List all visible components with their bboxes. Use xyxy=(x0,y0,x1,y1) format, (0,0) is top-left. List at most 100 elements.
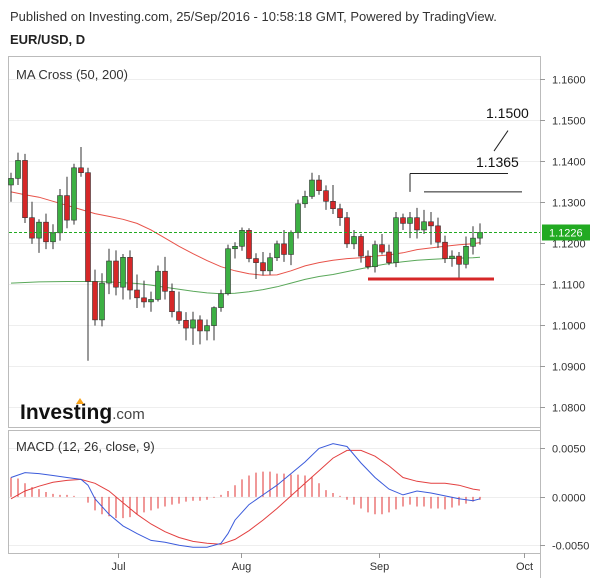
candle-body-29 xyxy=(211,307,217,326)
candle-body-3 xyxy=(29,217,35,239)
price-tick-label-3: 1.1300 xyxy=(552,198,586,210)
candle-body-16 xyxy=(120,257,126,288)
candle-body-37 xyxy=(267,257,273,272)
price-tick-label-2: 1.1400 xyxy=(552,157,586,169)
candle-body-35 xyxy=(253,258,259,263)
annotation-1-1365: 1.1365 xyxy=(476,154,519,170)
symbol-label: EUR/USD, D xyxy=(10,32,86,47)
candle-body-14 xyxy=(106,260,112,284)
candle-body-21 xyxy=(155,270,161,300)
candle-body-26 xyxy=(190,319,196,329)
candle-body-67 xyxy=(477,232,483,239)
candle-body-28 xyxy=(204,325,210,332)
axis-layer: 1.1600 1.1500 1.1400 1.1300 1.1200 1.1100 1.10… xyxy=(111,75,590,573)
candle-body-48 xyxy=(344,217,350,245)
price-pane-title: MA Cross (50, 200) xyxy=(16,67,128,82)
time-tick-label-3: Oct xyxy=(516,561,533,573)
candle-body-62 xyxy=(442,241,448,259)
candle-body-59 xyxy=(421,221,427,231)
candle-body-56 xyxy=(400,217,406,224)
candle-body-49 xyxy=(351,236,357,245)
candle-body-8 xyxy=(64,195,70,221)
logo-suffix: .com xyxy=(112,406,145,423)
published-caption: Published on Investing.com, 25/Sep/2016 … xyxy=(10,9,497,24)
ma200-line xyxy=(10,256,481,295)
candle-body-15 xyxy=(113,260,119,288)
macd-pane-title: MACD (12, 26, close, 9) xyxy=(16,439,155,454)
logo-brand: Investing xyxy=(20,401,112,424)
macd-line xyxy=(10,443,481,548)
candle-body-47 xyxy=(337,208,343,218)
investing-logo: Investing.com xyxy=(20,401,145,424)
candle-body-13 xyxy=(99,282,105,321)
candle-body-54 xyxy=(386,251,392,263)
price-tick-label-0: 1.1600 xyxy=(552,75,586,87)
candle-body-30 xyxy=(218,293,224,308)
candle-body-44 xyxy=(316,179,322,191)
candle-body-55 xyxy=(393,217,399,263)
candle-body-6 xyxy=(50,232,56,243)
candle-body-10 xyxy=(78,167,84,174)
candle-body-66 xyxy=(470,237,476,247)
logo-accent-icon xyxy=(76,398,84,404)
candle-body-63 xyxy=(449,255,455,259)
candle-body-2 xyxy=(22,160,28,218)
price-tick-label-5: 1.1100 xyxy=(552,280,585,292)
price-tick-label-7: 1.0900 xyxy=(552,362,586,374)
candle-body-33 xyxy=(239,230,245,247)
price-tick-label-8: 1.0800 xyxy=(552,403,586,415)
time-tick-label-0: Jul xyxy=(111,561,125,573)
macd-series-layer xyxy=(9,443,540,548)
candle-body-24 xyxy=(176,311,182,321)
candle-body-58 xyxy=(414,217,420,231)
candle-body-50 xyxy=(358,236,364,257)
candle-body-22 xyxy=(162,270,168,292)
macd-tick-label-1: 0.0000 xyxy=(552,493,586,505)
price-series-layer xyxy=(8,79,540,408)
candle-body-5 xyxy=(43,221,49,243)
macd-signal-line xyxy=(10,449,481,545)
time-tick-label-2: Sep xyxy=(370,561,390,573)
candle-body-39 xyxy=(281,243,287,255)
candle-body-18 xyxy=(134,289,140,299)
candle-body-57 xyxy=(407,217,413,224)
candle-body-19 xyxy=(141,297,147,303)
candle-body-36 xyxy=(260,262,266,272)
annotation-1-1500: 1.1500 xyxy=(486,105,529,121)
candle-body-60 xyxy=(428,221,434,227)
last-price-label: 1.1226 xyxy=(549,228,583,240)
price-tick-label-1: 1.1500 xyxy=(552,116,586,128)
candle-body-32 xyxy=(232,245,238,250)
candle-body-31 xyxy=(225,248,231,295)
annotation-pointer xyxy=(493,130,509,152)
candle-body-45 xyxy=(323,190,329,202)
candle-body-25 xyxy=(183,319,189,329)
time-tick-label-1: Aug xyxy=(232,561,252,573)
candle-body-46 xyxy=(330,201,336,209)
candle-body-42 xyxy=(302,196,308,205)
candle-body-40 xyxy=(288,232,294,255)
candle-body-34 xyxy=(246,230,252,259)
candle-body-65 xyxy=(463,245,469,265)
price-tick-label-4: 1.1200 xyxy=(552,239,586,251)
candle-body-41 xyxy=(295,203,301,233)
candle-body-51 xyxy=(365,255,371,268)
last-price-badge xyxy=(542,224,590,241)
candle-body-9 xyxy=(71,167,77,221)
candle-body-43 xyxy=(309,179,315,197)
price-tick-label-6: 1.1000 xyxy=(552,321,586,333)
candle-body-12 xyxy=(92,281,98,321)
candle-body-17 xyxy=(127,257,133,291)
macd-tick-label-2: -0.0050 xyxy=(552,541,589,553)
candle-body-53 xyxy=(379,244,385,253)
candle-body-61 xyxy=(435,225,441,243)
candle-body-11 xyxy=(85,172,91,282)
candle-body-52 xyxy=(372,244,378,268)
macd-tick-label-0: 0.0050 xyxy=(552,444,586,456)
candle-body-38 xyxy=(274,243,280,259)
candle-body-64 xyxy=(456,255,462,265)
candle-body-27 xyxy=(197,319,203,332)
candle-body-4 xyxy=(36,221,42,239)
